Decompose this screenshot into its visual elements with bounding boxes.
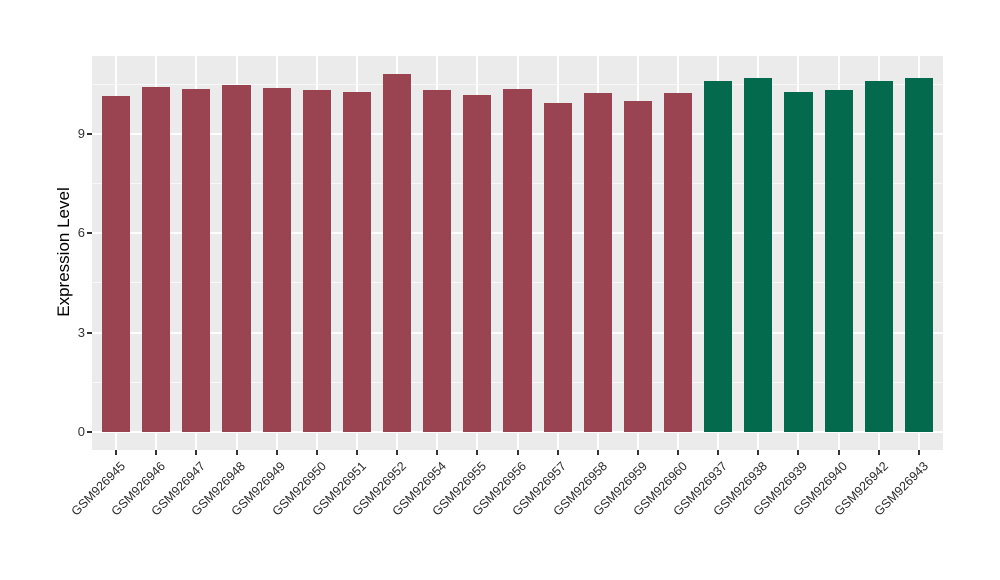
y-tick-mark	[87, 133, 92, 136]
x-tick-mark	[315, 450, 318, 455]
bar-GSM926948	[222, 84, 251, 432]
bar-GSM926940	[824, 89, 853, 432]
x-tick-mark	[797, 450, 800, 455]
y-tick-mark	[87, 232, 92, 235]
bar-GSM926958	[583, 93, 612, 432]
bar-GSM926955	[463, 94, 492, 432]
bar-GSM926939	[784, 91, 813, 432]
bar-GSM926952	[383, 74, 412, 432]
x-tick-mark	[275, 450, 278, 455]
bar-GSM926937	[704, 81, 733, 432]
bar-GSM926959	[623, 100, 652, 432]
x-tick-mark	[396, 450, 399, 455]
x-tick-mark	[516, 450, 519, 455]
bar-GSM926949	[262, 87, 291, 432]
x-tick-mark	[155, 450, 158, 455]
plot-panel	[92, 56, 943, 450]
x-tick-mark	[677, 450, 680, 455]
y-tick-label: 6	[77, 225, 85, 241]
x-tick-mark	[355, 450, 358, 455]
x-tick-mark	[636, 450, 639, 455]
x-tick-mark	[837, 450, 840, 455]
x-tick-mark	[877, 450, 880, 455]
x-tick-mark	[717, 450, 720, 455]
x-tick-mark	[757, 450, 760, 455]
y-tick-label: 9	[77, 126, 85, 142]
y-tick-mark	[87, 331, 92, 334]
x-tick-mark	[556, 450, 559, 455]
bar-GSM926942	[864, 80, 893, 432]
bar-GSM926947	[182, 88, 211, 432]
x-tick-mark	[235, 450, 238, 455]
bar-GSM926946	[142, 86, 171, 432]
bar-GSM926956	[503, 89, 532, 432]
x-tick-mark	[917, 450, 920, 455]
bar-GSM926938	[744, 77, 773, 432]
x-tick-mark	[476, 450, 479, 455]
bar-GSM926954	[423, 89, 452, 432]
bar-GSM926945	[102, 96, 131, 432]
y-tick-label: 3	[77, 324, 85, 340]
y-tick-label: 0	[77, 423, 85, 439]
x-tick-mark	[195, 450, 198, 455]
y-axis-title: Expression Level	[54, 187, 73, 317]
bar-GSM926951	[342, 91, 371, 432]
x-tick-mark	[436, 450, 439, 455]
bar-GSM926960	[664, 93, 693, 432]
bar-GSM926950	[302, 89, 331, 432]
bar-GSM926943	[904, 78, 933, 432]
y-tick-mark	[87, 430, 92, 433]
x-tick-mark	[596, 450, 599, 455]
bar-GSM926957	[543, 103, 572, 432]
x-tick-mark	[115, 450, 118, 455]
